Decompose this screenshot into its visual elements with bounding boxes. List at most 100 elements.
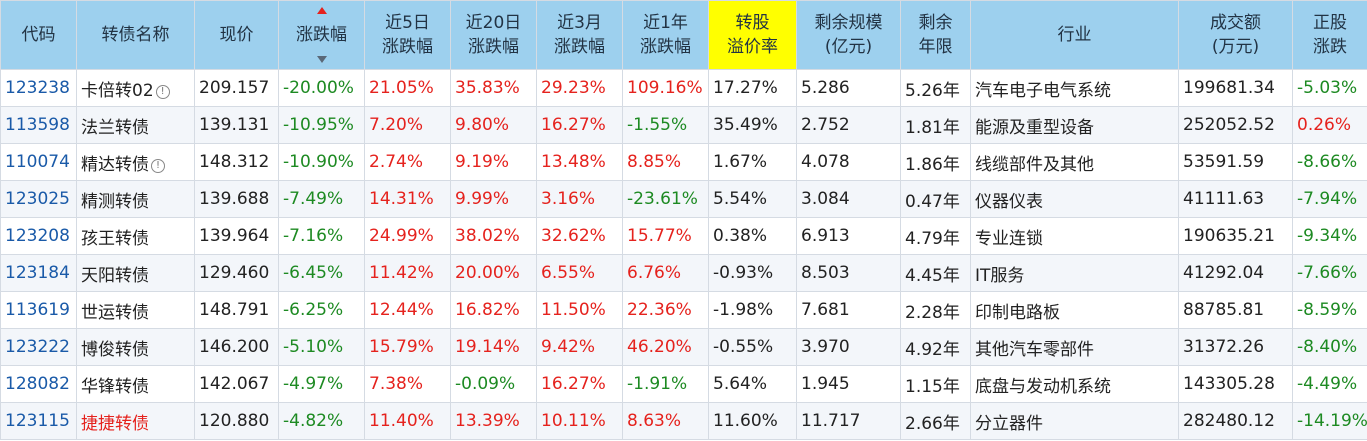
cell-code[interactable]: 123115 [0, 402, 77, 440]
cell-chg20d: 9.99% [450, 180, 537, 218]
cell-chg: -5.10% [278, 328, 365, 366]
cell-code[interactable]: 113598 [0, 106, 77, 144]
cell-name[interactable]: 卡倍转02! [76, 69, 195, 107]
column-header-price[interactable]: 现价 [194, 0, 279, 70]
table-row[interactable]: 123222 博俊转债 146.200 -5.10% 15.79% 19.14% 9.42%… [0, 328, 1367, 366]
column-header-chg3m[interactable]: 近3月 涨跌幅 [536, 0, 623, 70]
cell-code[interactable]: 123184 [0, 254, 77, 292]
cell-chg5d: 11.40% [364, 402, 451, 440]
cell-name[interactable]: 华锋转债 [76, 365, 195, 403]
cell-name[interactable]: 天阳转债 [76, 254, 195, 292]
column-header-chg1y[interactable]: 近1年 涨跌幅 [622, 0, 709, 70]
cell-remain_size: 3.084 [796, 180, 901, 218]
cell-name[interactable]: 博俊转债 [76, 328, 195, 366]
cell-premium-text: 5.64% [713, 374, 768, 394]
info-icon[interactable]: ! [155, 84, 170, 99]
column-header-stock_chg[interactable]: 正股 涨跌 [1292, 0, 1367, 70]
cell-chg: -4.97% [278, 365, 365, 403]
cell-name[interactable]: 孩王转债 [76, 217, 195, 255]
column-header-premium[interactable]: 转股 溢价率 [708, 0, 797, 70]
column-header-turnover[interactable]: 成交额 (万元) [1178, 0, 1293, 70]
cell-price-text: 209.157 [199, 78, 270, 98]
table-row[interactable]: 113619 世运转债 148.791 -6.25% 12.44% 16.82% 11.50… [0, 291, 1367, 329]
table-row[interactable]: 123208 孩王转债 139.964 -7.16% 24.99% 38.02% 32.62… [0, 217, 1367, 255]
cell-price: 120.880 [194, 402, 279, 440]
table-row[interactable]: 128082 华锋转债 142.067 -4.97% 7.38% -0.09% 16.27%… [0, 365, 1367, 403]
cell-chg20d: 13.39% [450, 402, 537, 440]
column-header-chg5d[interactable]: 近5日 涨跌幅 [364, 0, 451, 70]
cell-chg20d-text: 13.39% [455, 411, 520, 431]
cell-code-text: 123222 [5, 337, 70, 357]
cell-chg20d: 38.02% [450, 217, 537, 255]
cell-code[interactable]: 128082 [0, 365, 77, 403]
cell-chg5d-text: 7.20% [369, 115, 424, 135]
cell-industry: IT服务 [970, 254, 1179, 292]
column-header-remain_size[interactable]: 剩余规模 (亿元) [796, 0, 901, 70]
cell-turnover: 41292.04 [1178, 254, 1293, 292]
cell-name-text: 精测转债 [81, 191, 149, 212]
cell-chg5d: 21.05% [364, 69, 451, 107]
cell-stock_chg-text: -8.66% [1297, 152, 1358, 172]
table-row[interactable]: 123115 捷捷转债 120.880 -4.82% 11.40% 13.39% 10.11… [0, 402, 1367, 440]
cell-remain_years-text: 1.86年 [905, 154, 960, 175]
column-header-label: 剩余规模 [814, 13, 883, 33]
cell-chg-text: -6.45% [283, 263, 344, 283]
cell-remain_size: 3.970 [796, 328, 901, 366]
cell-premium: 0.38% [708, 217, 797, 255]
cell-price-text: 146.200 [199, 337, 270, 357]
cell-chg1y: 8.63% [622, 402, 709, 440]
cell-industry: 能源及重型设备 [970, 106, 1179, 144]
cell-remain_size: 7.681 [796, 291, 901, 329]
cell-chg1y: 8.85% [622, 143, 709, 181]
cell-chg3m-text: 16.27% [541, 115, 606, 135]
info-icon[interactable]: ! [151, 158, 165, 173]
cell-price: 148.791 [194, 291, 279, 329]
cell-industry: 仪器仪表 [970, 180, 1179, 218]
cell-price-text: 129.460 [199, 263, 270, 283]
cell-chg1y: -1.55% [622, 106, 709, 144]
cell-code[interactable]: 123025 [0, 180, 77, 218]
cell-industry-text: 汽车电子电气系统 [975, 80, 1111, 101]
column-header-industry[interactable]: 行业 [970, 0, 1179, 70]
table-row[interactable]: 123025 精测转债 139.688 -7.49% 14.31% 9.99% 3.16% -… [0, 180, 1367, 218]
cell-code[interactable]: 123222 [0, 328, 77, 366]
column-header-remain_years[interactable]: 剩余 年限 [900, 0, 971, 70]
cell-chg1y-text: 8.85% [627, 152, 682, 172]
cell-name[interactable]: 捷捷转债 [76, 402, 195, 440]
cell-remain_size: 8.503 [796, 254, 901, 292]
column-header-name[interactable]: 转债名称 [76, 0, 195, 70]
cell-industry: 汽车电子电气系统 [970, 69, 1179, 107]
cell-name[interactable]: 精达转债! [76, 143, 195, 181]
sort-down-icon[interactable] [316, 56, 327, 63]
cell-name[interactable]: 法兰转债 [76, 106, 195, 144]
cell-turnover-text: 282480.12 [1183, 411, 1275, 431]
cell-chg3m-text: 29.23% [541, 78, 606, 98]
cell-name[interactable]: 精测转债 [76, 180, 195, 218]
cell-premium: -1.98% [708, 291, 797, 329]
column-header-label: 现价 [219, 25, 254, 45]
table-row[interactable]: 113598 法兰转债 139.131 -10.95% 7.20% 9.80% 16.27%… [0, 106, 1367, 144]
table-row[interactable]: 123184 天阳转债 129.460 -6.45% 11.42% 20.00% 6.55%… [0, 254, 1367, 292]
cell-stock_chg-text: -14.19% [1297, 411, 1367, 431]
cell-code[interactable]: 113619 [0, 291, 77, 329]
cell-chg-text: -4.82% [283, 411, 344, 431]
cell-chg3m-text: 13.48% [541, 152, 606, 172]
table-row[interactable]: 110074 精达转债! 148.312 -10.90% 2.74% 9.19% 13.48… [0, 143, 1367, 181]
cell-chg5d-text: 14.31% [369, 189, 434, 209]
column-header-chg[interactable]: 涨跌幅 [278, 0, 365, 70]
column-header-chg20d[interactable]: 近20日 涨跌幅 [450, 0, 537, 70]
sort-up-icon[interactable] [316, 7, 327, 14]
cell-remain_years: 1.81年 [900, 106, 971, 144]
cell-code[interactable]: 123208 [0, 217, 77, 255]
cell-remain_size: 6.913 [796, 217, 901, 255]
cell-code[interactable]: 110074 [0, 143, 77, 181]
column-header-label: 正股 [1313, 13, 1347, 33]
column-header-code[interactable]: 代码 [0, 0, 77, 70]
table-row[interactable]: 123238 卡倍转02! 209.157 -20.00% 21.05% 35.83% 29… [0, 69, 1367, 107]
cell-stock_chg-text: -9.34% [1297, 226, 1358, 246]
cell-name[interactable]: 世运转债 [76, 291, 195, 329]
cell-chg20d: 9.19% [450, 143, 537, 181]
table-header: 代码 转债名称 现价 涨跌幅 近5日 涨跌幅 近20日 涨跌幅 近3月 涨跌幅 近1年 涨跌幅 转股 溢价… [0, 0, 1367, 70]
cell-chg: -6.45% [278, 254, 365, 292]
cell-code[interactable]: 123238 [0, 69, 77, 107]
